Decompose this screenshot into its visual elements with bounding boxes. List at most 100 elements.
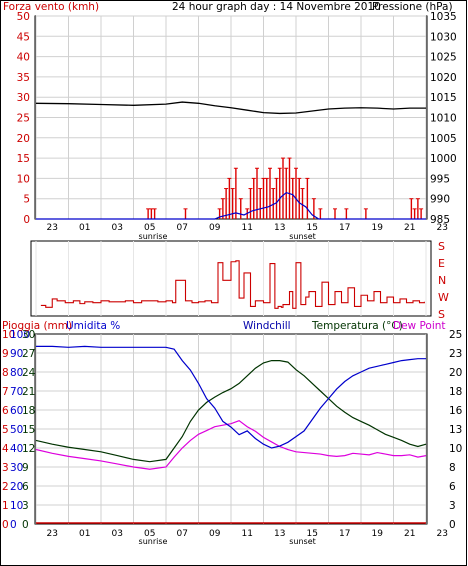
pressure-tick-label: 1030 xyxy=(430,31,457,43)
direction-label: E xyxy=(438,257,445,270)
panel1-x-tick: 15 xyxy=(307,223,318,233)
inner-tick-label: 6 xyxy=(22,481,29,493)
temp-tick-label: 18 xyxy=(449,386,462,398)
pressure-tick-label: 985 xyxy=(430,214,450,226)
wind-tick-label: 45 xyxy=(17,31,30,43)
rain-tick-label: 4 xyxy=(2,443,9,455)
panel3-x-tick: 03 xyxy=(112,529,123,539)
rain-tick-label: 9 xyxy=(2,348,9,360)
wind-tick-label: 50 xyxy=(17,11,30,23)
pressure-axis-label: Pressione (hPa) xyxy=(372,1,453,13)
temp-tick-label: 0 xyxy=(449,519,456,531)
panel1-x-tick: 03 xyxy=(112,223,123,233)
gust-line xyxy=(36,191,426,220)
temp-tick-label: 8 xyxy=(449,462,456,474)
humidity-tick-label: 60 xyxy=(10,405,23,417)
inner-tick-label: 30 xyxy=(22,329,35,341)
humidity-line xyxy=(36,345,426,449)
chart-title: 24 hour graph day : 14 Novembre 2010 xyxy=(172,1,381,13)
wind-tick-label: 15 xyxy=(17,153,30,165)
rain-tick-label: 1 xyxy=(2,500,9,512)
humidity-tick-label: 0 xyxy=(10,519,17,531)
temp-tick-label: 3 xyxy=(449,500,456,512)
panel1-x-tick: 23 xyxy=(47,223,58,233)
inner-tick-label: 0 xyxy=(22,519,29,531)
rain-tick-label: 5 xyxy=(2,424,9,436)
panel3-x-tick: 07 xyxy=(177,529,188,539)
humidity-tick-label: 20 xyxy=(10,481,23,493)
wind-tick-label: 35 xyxy=(17,72,30,84)
wind-tick-label: 10 xyxy=(17,173,30,185)
pressure-tick-label: 1000 xyxy=(430,153,457,165)
panel3-x-tick: 15 xyxy=(307,529,318,539)
temperature-label: Temperatura (°C) xyxy=(311,320,403,332)
rain-axis-label: Pioggia (mm) xyxy=(2,320,72,332)
temp-tick-label: 25 xyxy=(449,329,462,341)
wind-direction-line xyxy=(40,260,425,309)
humidity-tick-label: 10 xyxy=(10,500,23,512)
panel1-x-tick: 09 xyxy=(209,223,221,233)
panel3-x-tick: 13 xyxy=(274,529,285,539)
wind-tick-label: 5 xyxy=(23,194,30,206)
panel3-x-tick: 05 xyxy=(144,529,155,539)
pressure-tick-label: 1025 xyxy=(430,52,457,64)
wind-axis-label: Forza vento (kmh) xyxy=(3,1,99,13)
inner-tick-label: 12 xyxy=(22,443,35,455)
temp-tick-label: 20 xyxy=(449,367,462,379)
inner-tick-label: 27 xyxy=(22,348,35,360)
pressure-line xyxy=(35,101,426,115)
humidity-tick-label: 90 xyxy=(10,348,23,360)
direction-label: N xyxy=(438,274,446,287)
dewpoint-line xyxy=(35,419,427,470)
temp-tick-label: 10 xyxy=(449,443,462,455)
panel1-x-tick: 05 xyxy=(144,223,155,233)
panel3-x-tick: 19 xyxy=(372,529,384,539)
direction-label: S xyxy=(438,240,445,253)
pressure-tick-label: 1005 xyxy=(430,133,457,145)
windchill-label: Windchill xyxy=(243,320,291,332)
direction-label: W xyxy=(438,291,449,304)
panel1-x-tick: 01 xyxy=(79,223,90,233)
panel1-x-tick: 23 xyxy=(437,223,448,233)
sunset-label: sunset xyxy=(289,537,316,546)
humidity-tick-label: 80 xyxy=(10,367,23,379)
sunset-label: sunset xyxy=(289,232,316,241)
rain-tick-label: 6 xyxy=(2,405,9,417)
panel3-x-tick: 09 xyxy=(209,529,221,539)
wind-pressure-panel: 0510152025303540455098599099510001005101… xyxy=(17,11,457,241)
pressure-tick-label: 1015 xyxy=(430,92,457,104)
sunrise-label: sunrise xyxy=(139,537,168,546)
wind-tick-label: 40 xyxy=(17,52,30,64)
pressure-tick-label: 1010 xyxy=(430,113,457,125)
direction-label: S xyxy=(438,308,445,321)
temp-tick-label: 16 xyxy=(449,405,463,417)
pressure-tick-label: 1035 xyxy=(430,11,457,23)
wind-tick-label: 20 xyxy=(17,133,30,145)
panel3-x-tick: 01 xyxy=(79,529,90,539)
panel1-x-tick: 13 xyxy=(274,223,285,233)
inner-tick-label: 9 xyxy=(22,462,29,474)
temp-tick-label: 6 xyxy=(449,481,456,493)
humidity-tick-label: 40 xyxy=(10,443,23,455)
wind-tick-label: 0 xyxy=(23,214,30,226)
panel1-x-tick: 21 xyxy=(404,223,415,233)
panel3-x-tick: 11 xyxy=(242,529,253,539)
panel1-x-tick: 07 xyxy=(177,223,188,233)
inner-tick-label: 3 xyxy=(22,500,29,512)
rain-tick-label: 8 xyxy=(2,367,9,379)
humidity-axis-label: Umidita % xyxy=(66,320,120,332)
panel3-x-tick: 23 xyxy=(47,529,58,539)
inner-tick-label: 18 xyxy=(22,405,35,417)
wind-tick-label: 30 xyxy=(17,92,30,104)
panel1-x-tick: 19 xyxy=(372,223,384,233)
panel3-x-tick: 23 xyxy=(437,529,448,539)
inner-tick-label: 15 xyxy=(22,424,35,436)
pressure-tick-label: 990 xyxy=(430,194,450,206)
humidity-tick-label: 30 xyxy=(10,462,23,474)
panel3-x-tick: 21 xyxy=(404,529,415,539)
temperature-line xyxy=(35,360,427,463)
humidity-tick-label: 50 xyxy=(10,424,23,436)
